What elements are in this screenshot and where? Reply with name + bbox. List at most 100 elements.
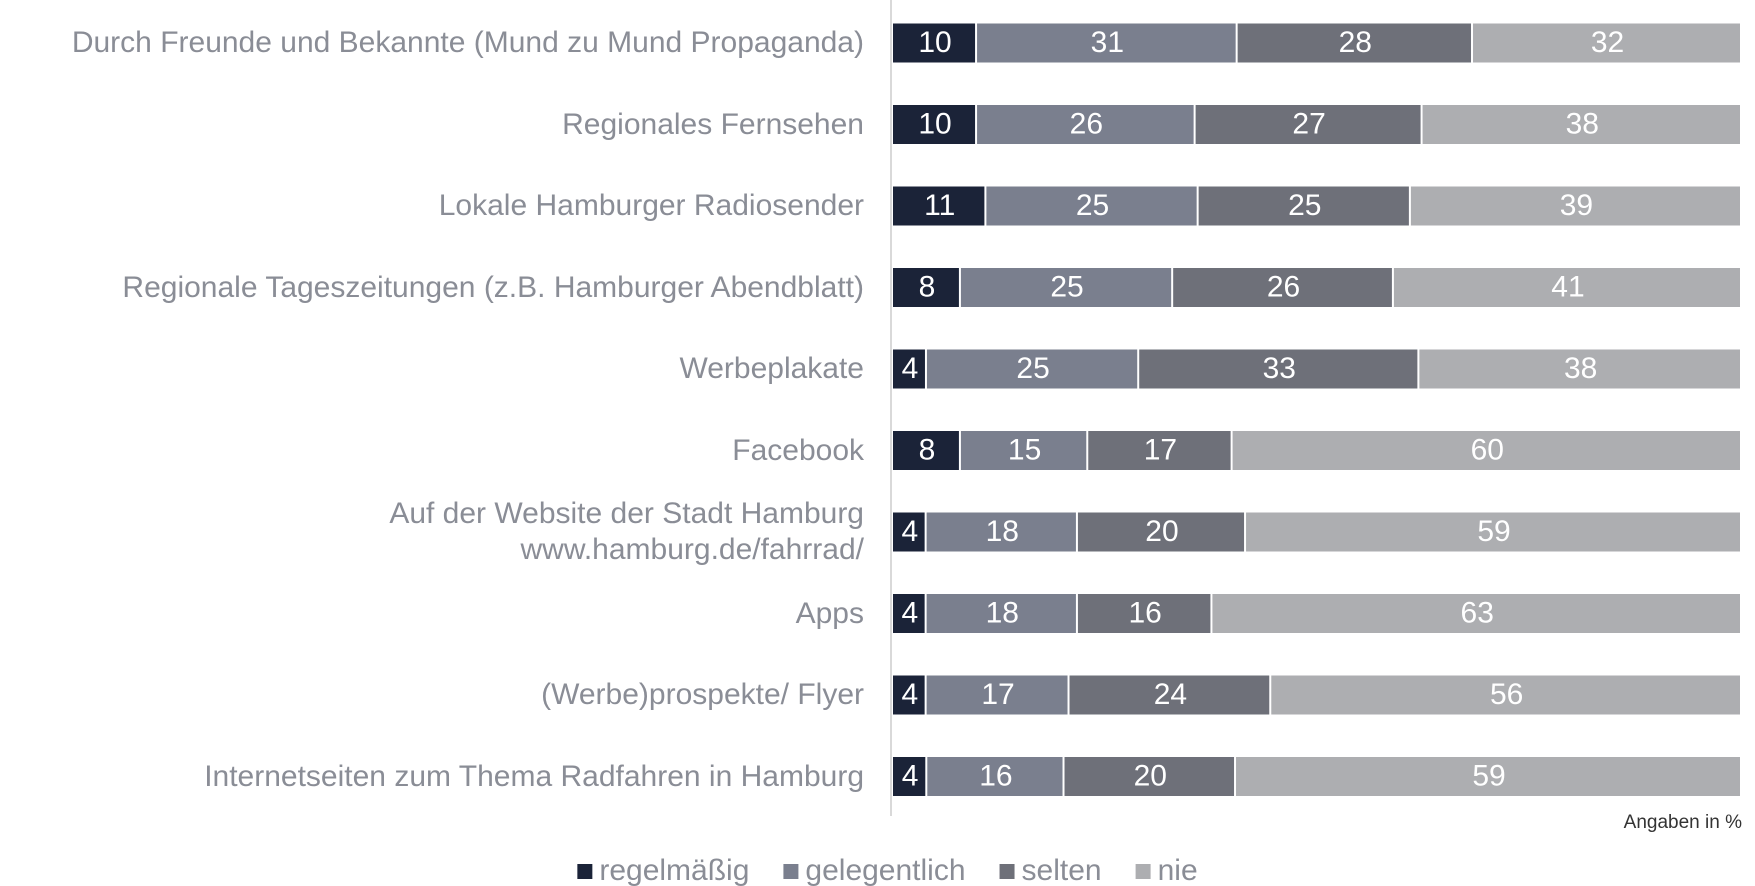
legend-label: selten [1022,854,1102,886]
value-label: 38 [1566,107,1599,140]
value-label: 25 [1288,189,1321,222]
value-label: 59 [1472,759,1505,792]
bar-segment [1195,105,1421,144]
value-label: 25 [1076,189,1109,222]
bar-segment [1064,757,1235,796]
bar-segment [1473,23,1740,63]
value-label: 15 [1008,433,1041,466]
bar-segment [1419,349,1740,389]
value-label: 17 [981,678,1014,711]
value-label: 4 [901,515,918,548]
value-label: 59 [1477,515,1510,548]
bar-segment [893,186,985,226]
value-label: 16 [1128,596,1161,629]
value-label: 39 [1560,189,1593,222]
value-label: 10 [918,26,951,59]
value-label: 25 [1050,270,1083,303]
value-label: 24 [1154,678,1187,711]
legend-swatch [783,864,799,879]
bar-segment [960,268,1172,307]
value-label: 26 [1070,107,1103,140]
value-label: 31 [1091,26,1124,59]
bar-segment [893,757,926,796]
value-label: 20 [1145,515,1178,548]
category-label: Auf der Website der Stadt Hamburg www.ha… [389,497,864,566]
value-label: 4 [901,596,918,629]
value-label: 38 [1564,352,1597,385]
bar-segment [1422,105,1740,144]
value-label: 26 [1267,270,1300,303]
bar-segment [893,105,976,144]
category-label: Durch Freunde und Bekannte (Mund zu Mund… [71,26,864,59]
legend-label: regelmäßig [599,854,749,886]
bar-segment [1069,675,1270,715]
value-label: 8 [919,433,936,466]
bar-segment [977,105,1194,144]
category-label: Internetseiten zum Thema Radfahren in Ha… [204,759,864,793]
bar-segment [893,431,959,470]
legend-label: nie [1158,854,1198,886]
value-label: 27 [1292,107,1325,140]
category-label: (Werbe)prospekte/ Flyer [541,678,864,711]
value-label: 4 [901,678,918,711]
bar-segment [977,23,1236,63]
bar-segment [986,186,1197,226]
value-label: 25 [1016,352,1049,385]
bar-segment [1173,268,1392,307]
value-label: 11 [924,189,955,222]
bar-segment [926,675,1068,715]
bar-segment [1246,512,1740,552]
bar-segment [1232,431,1740,470]
value-label: 56 [1490,678,1523,711]
value-label: 28 [1339,26,1372,59]
annotation: Angaben in % [1624,812,1742,833]
value-label: 18 [986,515,1019,548]
bar-segment [893,675,925,715]
bar-segment [1271,675,1740,715]
bar-segment [1236,757,1740,796]
value-label: 8 [919,270,936,303]
bar-segment [1077,512,1245,552]
legend-label: gelegentlich [805,854,965,886]
bar-segment [1212,594,1740,633]
bar-segment [1139,349,1418,389]
bar-segment [926,512,1076,552]
category-label: Lokale Hamburger Radiosender [438,189,864,222]
value-label: 16 [979,759,1012,792]
bar-segment [893,23,976,63]
bar-segment [1088,431,1231,470]
value-label: 60 [1471,433,1504,466]
bar-segment [893,512,925,552]
bar-segment [893,594,925,633]
value-label: 17 [1144,433,1177,466]
bar-segment [893,349,925,389]
category-label: Regionale Tageszeitungen (z.B. Hamburger… [122,270,864,304]
value-label: 18 [986,596,1019,629]
bar-segment [1410,186,1740,226]
bar-segment [893,268,959,307]
bar-segment [927,757,1063,796]
value-label: 41 [1551,270,1584,303]
bar-segment [926,349,1138,389]
value-label: 32 [1591,26,1624,59]
value-label: 63 [1461,596,1494,629]
value-label: 33 [1263,352,1296,385]
bar-segment [960,431,1087,470]
bar-segment [1198,186,1409,226]
value-label: 4 [902,352,919,385]
legend-swatch [577,864,593,879]
bar-segment [1077,594,1211,633]
legend-swatch [999,864,1015,879]
value-label: 20 [1134,759,1167,792]
category-label: Werbeplakate [679,352,864,385]
category-label: Regionales Fernsehen [562,107,864,141]
bar-segment [1237,23,1472,63]
legend-swatch [1135,864,1151,879]
category-label: Facebook [732,433,864,467]
value-label: 4 [902,759,919,792]
category-label: Apps [795,596,864,630]
bar-segment [1393,268,1740,307]
bar-segment [926,594,1076,633]
